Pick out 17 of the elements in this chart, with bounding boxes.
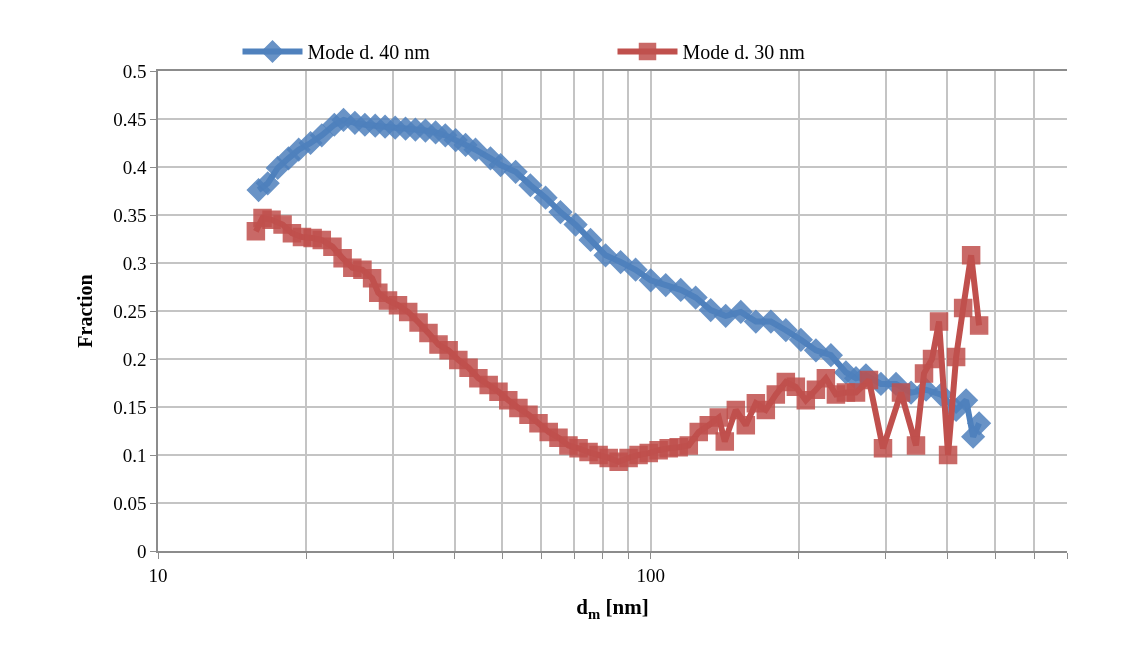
y-tick-label: 0.1 [122, 444, 147, 466]
y-tick-label: 0.35 [113, 204, 147, 226]
y-tick-label: 0.15 [113, 396, 147, 418]
y-tick-label: 0 [136, 540, 147, 562]
x-tick-label: 100 [636, 564, 665, 586]
x-tick-label: 10 [148, 564, 168, 586]
legend-label: Mode d. 30 nm [682, 41, 806, 64]
y-tick-label: 0.4 [122, 156, 147, 178]
y-tick-label: 0.25 [113, 300, 147, 322]
y-axis-title: Fraction [74, 274, 97, 348]
legend-label: Mode d. 40 nm [307, 41, 431, 64]
y-tick-label: 0.5 [122, 60, 147, 82]
y-tick-label: 0.2 [122, 348, 147, 370]
y-tick-label: 0.05 [113, 492, 147, 514]
y-tick-label: 0.45 [113, 108, 147, 130]
x-axis-title: d$_{m}$ [nm] [576, 595, 649, 622]
y-tick-label: 0.3 [122, 252, 147, 274]
